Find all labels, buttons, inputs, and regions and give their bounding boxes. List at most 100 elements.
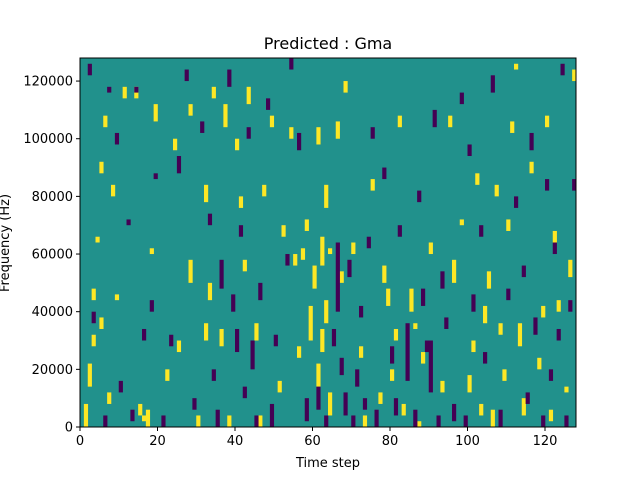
- heatmap-cell-low: [215, 409, 220, 427]
- heatmap-cell-low: [490, 75, 495, 93]
- heatmap-cell-low: [343, 392, 348, 416]
- heatmap-cell-high: [297, 346, 302, 358]
- heatmap-cell-high: [386, 288, 391, 306]
- heatmap-cell-low: [297, 132, 302, 151]
- heatmap-cell-low: [351, 415, 356, 427]
- x-axis: 0 20 40 60 80 100 120: [76, 427, 557, 449]
- heatmap-cell-low: [390, 346, 395, 364]
- heatmap-cell-high: [320, 328, 325, 353]
- heatmap-cell-high: [413, 323, 418, 329]
- heatmap-cell-low: [258, 282, 263, 301]
- heatmap-cell-high: [421, 352, 426, 364]
- heatmap-cell-high: [99, 161, 104, 174]
- heatmap-cell-high: [258, 415, 263, 427]
- heatmap-cell-high: [382, 265, 387, 283]
- heatmap-cell-low: [347, 259, 352, 278]
- heatmap-cell-low: [142, 328, 147, 341]
- heatmap-cell-high: [103, 115, 108, 128]
- heatmap-cell-high: [548, 409, 554, 422]
- heatmap-cell-low: [184, 69, 189, 82]
- heatmap-cell-high: [196, 415, 201, 427]
- heatmap-cell-high: [452, 259, 457, 283]
- heatmap-cell-low: [273, 334, 278, 347]
- heatmap-cell-high: [149, 248, 154, 255]
- heatmap-cell-high: [568, 259, 573, 278]
- heatmap-cell-high: [219, 328, 224, 347]
- heatmap-cell-low: [471, 294, 476, 312]
- heatmap-cell-high: [111, 184, 116, 197]
- heatmap-cell-low: [285, 254, 290, 266]
- heatmap-cell-high: [506, 219, 511, 231]
- y-tick-label: 0: [65, 421, 73, 436]
- heatmap-cell-low: [331, 328, 337, 347]
- heatmap-cell-high: [475, 173, 480, 185]
- heatmap-cell-low: [335, 242, 340, 312]
- heatmap-cell-high: [428, 242, 433, 255]
- heatmap-cell-high: [153, 104, 158, 122]
- y-tick-label: 120000: [23, 75, 73, 90]
- heatmap-cell-high: [552, 230, 557, 243]
- heatmap-cell-high: [390, 369, 395, 381]
- heatmap-cell-low: [269, 403, 275, 427]
- heatmap-cell-high: [238, 196, 244, 208]
- heatmap-cell-low: [231, 294, 236, 312]
- heatmap-cell-low: [250, 340, 255, 370]
- heatmap-cell-high: [502, 369, 507, 381]
- heatmap-cell-low: [463, 415, 468, 427]
- heatmap-cell-low: [161, 415, 166, 427]
- heatmap-cell-high: [401, 403, 406, 416]
- heatmap-cell-low: [254, 415, 259, 427]
- heatmap-cell-low: [192, 398, 197, 410]
- heatmap-cell-low: [118, 380, 123, 393]
- heatmap-cell-low: [428, 340, 433, 393]
- heatmap-cell-high: [262, 184, 267, 197]
- heatmap-cell-high: [289, 127, 294, 139]
- heatmap-cell-low: [355, 369, 360, 387]
- heatmap-cell-low: [238, 225, 244, 237]
- heatmap-cells: [83, 58, 577, 427]
- heatmap-cell-high: [339, 271, 344, 283]
- heatmap-cell-high: [370, 179, 375, 191]
- heatmap-cell-high: [204, 184, 209, 203]
- heatmap-cell-low: [103, 415, 108, 427]
- y-tick-label: 100000: [23, 132, 73, 147]
- heatmap-cell-low: [444, 317, 449, 329]
- heatmap-cell-high: [312, 265, 317, 289]
- heatmap-cell-high: [440, 380, 445, 393]
- heatmap-cell-high: [483, 305, 488, 324]
- heatmap-cell-high: [235, 138, 240, 151]
- heatmap-cell-low: [316, 386, 321, 410]
- heatmap-cell-low: [169, 334, 174, 347]
- heatmap-cell-low: [397, 225, 402, 237]
- heatmap-cell-low: [339, 357, 344, 376]
- heatmap-cell-high: [83, 403, 89, 427]
- heatmap-cell-high: [246, 86, 251, 105]
- heatmap-cell-low: [525, 392, 530, 404]
- plot-frame: [79, 57, 577, 428]
- heatmap-cell-high: [176, 340, 182, 353]
- heatmap-cell-low: [207, 213, 213, 226]
- heatmap-cell-high: [393, 328, 399, 341]
- heatmap-cell-high: [541, 305, 546, 318]
- heatmap-cell-low: [114, 132, 120, 145]
- heatmap-cell-high: [242, 259, 247, 272]
- heatmap-cell-high: [471, 340, 476, 353]
- y-tick-label: 20000: [32, 363, 73, 378]
- heatmap-cell-high: [188, 259, 193, 283]
- y-tick-label: 40000: [32, 305, 73, 320]
- heatmap-cell-low: [506, 288, 511, 301]
- heatmap-cell-high: [142, 415, 147, 422]
- heatmap-cell-high: [459, 219, 464, 226]
- heatmap-cell-low: [235, 328, 240, 353]
- heatmap-cell-high: [362, 415, 368, 427]
- heatmap-cell-high: [204, 323, 209, 341]
- heatmap-cell-high: [300, 248, 306, 260]
- heatmap-cell-high: [521, 398, 526, 416]
- heatmap-cell-high: [486, 271, 492, 289]
- heatmap-cell-low: [324, 415, 329, 427]
- x-tick-label: 0: [76, 434, 84, 449]
- heatmap-cell-high: [138, 403, 143, 416]
- heatmap-cell-low: [556, 328, 561, 341]
- heatmap-cell-low: [362, 398, 368, 410]
- heatmap-cell-high: [99, 317, 104, 329]
